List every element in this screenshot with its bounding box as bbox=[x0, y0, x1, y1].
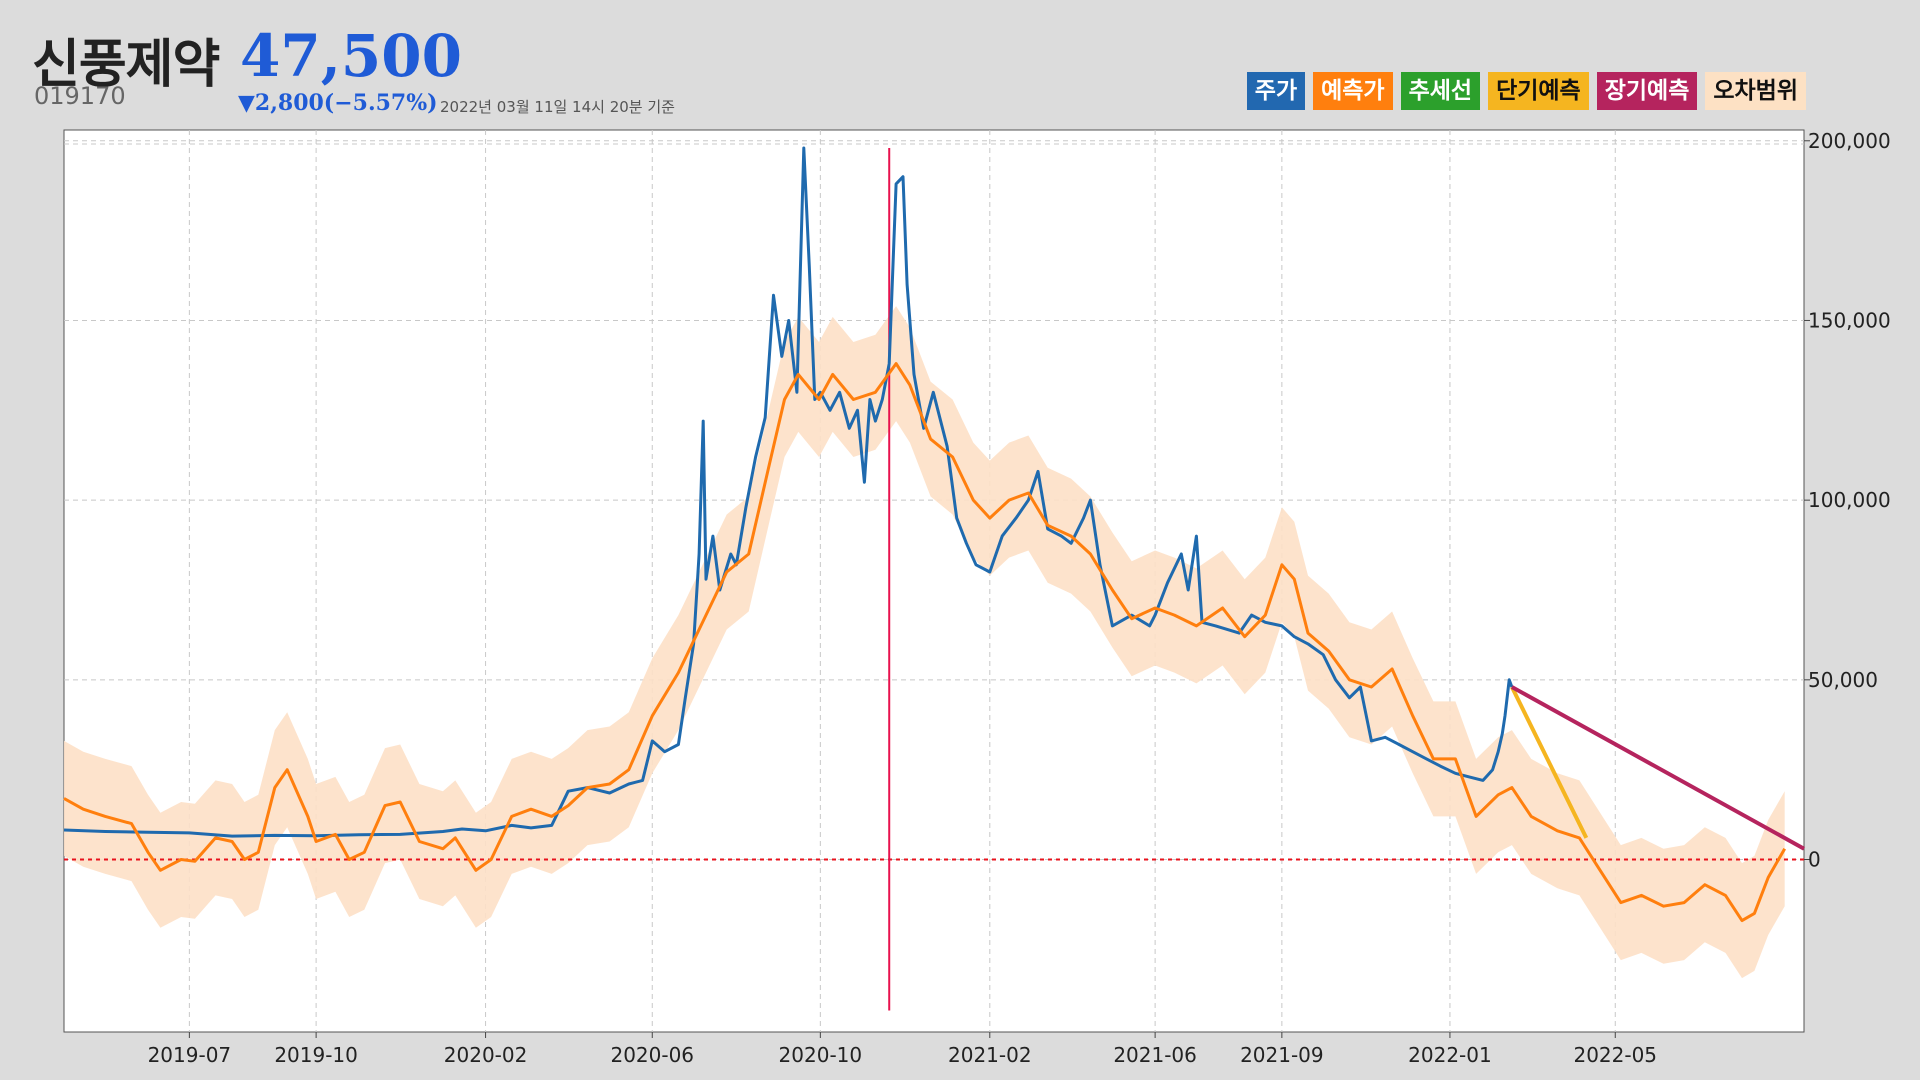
legend-item-short-term: 단기예측 bbox=[1488, 72, 1589, 110]
x-tick-label: 2019-10 bbox=[274, 1043, 358, 1067]
chart-marks bbox=[63, 146, 1805, 1011]
x-tick-label: 2022-01 bbox=[1408, 1043, 1492, 1067]
legend-item-price: 주가 bbox=[1246, 72, 1306, 110]
y-tick-label: 50,000 bbox=[1808, 668, 1878, 692]
x-tick-label: 2020-06 bbox=[610, 1043, 694, 1067]
stock-code: 019170 bbox=[34, 82, 126, 110]
price-line bbox=[63, 146, 1514, 838]
x-tick-label: 2021-09 bbox=[1240, 1043, 1324, 1067]
price-change: ▼2,800(−5.57%) bbox=[238, 90, 438, 116]
x-tick-label: 2020-02 bbox=[444, 1043, 528, 1067]
current-price: 47,500 bbox=[240, 22, 462, 90]
y-tick-label: 200,000 bbox=[1808, 129, 1891, 153]
legend-item-long-term: 장기예측 bbox=[1596, 72, 1698, 110]
plot-area bbox=[63, 129, 1805, 1033]
long-term-forecast-line bbox=[1510, 685, 1805, 851]
x-tick-label: 2022-05 bbox=[1573, 1043, 1657, 1067]
error-band bbox=[64, 306, 1785, 979]
company-name: 신풍제약 bbox=[32, 35, 220, 95]
legend-item-forecast: 예측가 bbox=[1313, 72, 1393, 110]
y-tick-label: 0 bbox=[1808, 848, 1821, 872]
x-axis: 2019-07 2019-10 2020-02 2020-06 2020-10 2021-… bbox=[148, 1032, 1657, 1067]
y-tick-label: 150,000 bbox=[1808, 308, 1891, 332]
x-tick-label: 2021-02 bbox=[948, 1043, 1032, 1067]
legend: 주가 예측가 추세선 단기예측 장기예측 오차범위 bbox=[1246, 72, 1806, 110]
x-tick-label: 2021-06 bbox=[1113, 1043, 1197, 1067]
legend-item-error-range: 오차범위 bbox=[1705, 72, 1806, 110]
x-tick-label: 2020-10 bbox=[779, 1043, 863, 1067]
timestamp: 2022년 03월 11일 14시 20분 기준 bbox=[440, 98, 675, 116]
y-tick-label: 100,000 bbox=[1808, 488, 1891, 512]
y-axis: 0 50,000 100,000 150,000 200,000 bbox=[1804, 129, 1891, 872]
x-tick-label: 2019-07 bbox=[148, 1043, 232, 1067]
legend-item-trend: 추세선 bbox=[1400, 72, 1481, 110]
forecast-line bbox=[63, 362, 1787, 923]
short-term-forecast-line bbox=[1510, 686, 1589, 839]
